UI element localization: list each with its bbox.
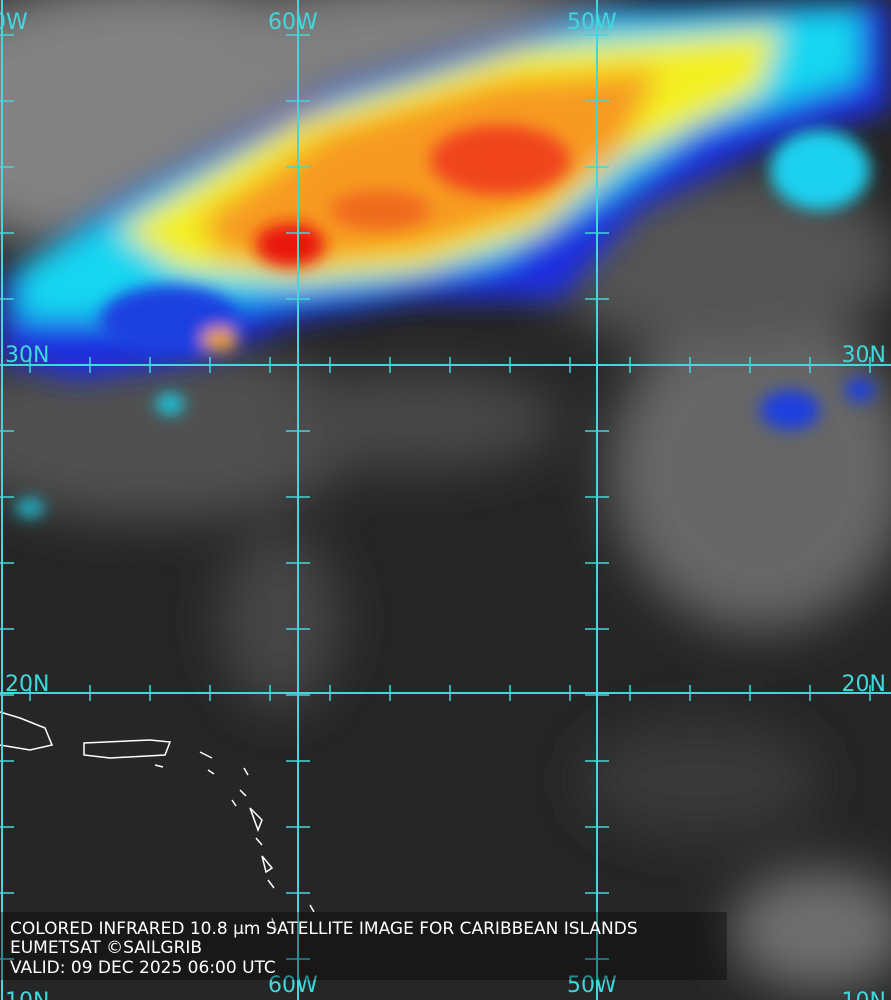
coastline (0, 711, 315, 931)
latitude-label: 30N (5, 343, 49, 368)
caption-line: EUMETSAT ©SAILGRIB (10, 938, 202, 958)
caption-background (0, 912, 727, 980)
longitude-label: 70W (0, 10, 28, 35)
latitude-label: 30N (842, 343, 886, 368)
caption-line: VALID: 09 DEC 2025 06:00 UTC (10, 958, 276, 978)
longitude-label: 50W (567, 10, 617, 35)
latitude-label: 10N (842, 989, 886, 1000)
caption: COLORED INFRARED 10.8 µm SATELLITE IMAGE… (10, 919, 638, 978)
longitude-label: 60W (268, 973, 318, 998)
latitude-label: 20N (5, 672, 49, 697)
longitude-label: 50W (567, 973, 617, 998)
grid-labels: 70W 60W 50W 30N 20N 10N 30N 20N 10N 60W … (0, 10, 886, 1000)
longitude-label: 60W (268, 10, 318, 35)
latitude-label: 20N (842, 672, 886, 697)
caption-line: COLORED INFRARED 10.8 µm SATELLITE IMAGE… (10, 919, 638, 939)
latitude-label: 10N (5, 989, 49, 1000)
